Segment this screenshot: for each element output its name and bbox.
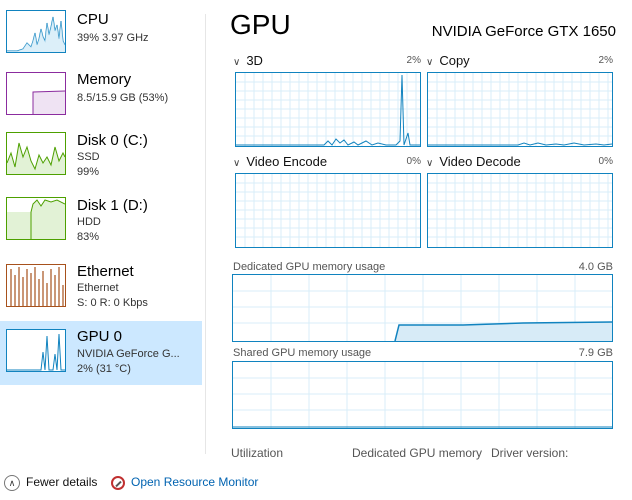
engine-label: Video Encode xyxy=(246,154,328,169)
graph-video-decode-svg xyxy=(428,174,612,247)
disk-0-thumbnail-graph xyxy=(7,142,65,174)
shared-memory-max: 7.9 GB xyxy=(578,347,613,359)
sidebar: CPU 39% 3.97 GHz Memory 8.5/15.9 GB (53%… xyxy=(0,0,205,470)
engine-percent: 0% xyxy=(598,156,613,167)
sidebar-item-type: SSD xyxy=(77,151,100,163)
engine-selector-copy[interactable]: ∨ Copy xyxy=(426,53,470,68)
utilization-label: Utilization xyxy=(231,446,284,460)
cpu-thumbnail xyxy=(6,10,66,53)
bottom-bar: ∧ Fewer details Open Resource Monitor xyxy=(0,470,632,500)
driver-version-label: Driver version: xyxy=(491,446,569,460)
memory-thumbnail-graph xyxy=(32,90,65,114)
sidebar-item-title: Disk 1 (D:) xyxy=(77,197,148,214)
disk-0-thumbnail xyxy=(6,132,66,175)
sidebar-item-memory[interactable]: Memory 8.5/15.9 GB (53%) xyxy=(0,66,202,130)
ethernet-thumbnail xyxy=(6,264,66,307)
sidebar-item-detail: 8.5/15.9 GB (53%) xyxy=(77,92,169,104)
sidebar-item-detail: S: 0 R: 0 Kbps xyxy=(77,297,148,309)
sidebar-item-title: Disk 0 (C:) xyxy=(77,132,148,149)
chevron-up-icon: ∧ xyxy=(4,475,20,491)
disk-1-thumbnail xyxy=(6,197,66,240)
sidebar-item-detail: 83% xyxy=(77,231,100,243)
page-title: GPU xyxy=(230,9,291,40)
cpu-thumbnail-graph xyxy=(7,16,65,52)
sidebar-item-type: HDD xyxy=(77,216,101,228)
memory-thumbnail xyxy=(6,72,66,115)
divider xyxy=(205,14,206,454)
graph-video-decode xyxy=(427,173,613,248)
engine-percent: 2% xyxy=(406,55,421,66)
fewer-details-label: Fewer details xyxy=(26,475,98,490)
graph-shared-memory xyxy=(232,361,613,429)
dedicated-memory-max: 4.0 GB xyxy=(578,261,613,273)
ethernet-thumbnail-graph xyxy=(10,267,64,306)
fewer-details-button[interactable]: ∧ Fewer details xyxy=(4,475,97,491)
graph-video-encode xyxy=(235,173,421,248)
graph-dedicated-memory xyxy=(232,274,613,342)
graph-video-encode-svg xyxy=(236,174,420,247)
chevron-down-icon: ∨ xyxy=(233,158,241,169)
sidebar-item-disk-0[interactable]: Disk 0 (C:) SSD 99% xyxy=(0,127,202,191)
engine-selector-video-encode[interactable]: ∨ Video Encode xyxy=(233,154,327,169)
dedicated-memory-stat-label: Dedicated GPU memory xyxy=(352,446,483,460)
graph-shared-memory-svg xyxy=(233,362,612,428)
sidebar-item-title: Memory xyxy=(77,71,132,88)
engine-selector-video-decode[interactable]: ∨ Video Decode xyxy=(426,154,521,169)
open-resource-monitor-label: Open Resource Monitor xyxy=(131,475,259,489)
engine-selector-3d[interactable]: ∨ 3D xyxy=(233,53,263,68)
disk-1-thumbnail-graph xyxy=(7,199,65,239)
engine-percent: 0% xyxy=(406,156,421,167)
engine-label: Copy xyxy=(439,53,470,68)
sidebar-item-ethernet[interactable]: Ethernet Ethernet S: 0 R: 0 Kbps xyxy=(0,258,202,322)
resource-monitor-icon xyxy=(111,475,125,490)
engine-label: Video Decode xyxy=(439,154,521,169)
sidebar-item-detail: 99% xyxy=(77,166,100,178)
graph-3d-svg xyxy=(236,73,420,146)
engine-label: 3D xyxy=(246,53,263,68)
chevron-down-icon: ∨ xyxy=(426,158,434,169)
graph-3d xyxy=(235,72,421,147)
sidebar-item-detail: 39% 3.97 GHz xyxy=(77,32,149,44)
gpu-0-thumbnail xyxy=(6,329,66,372)
graph-copy-svg xyxy=(428,73,612,146)
graph-copy xyxy=(427,72,613,147)
chevron-down-icon: ∨ xyxy=(426,57,434,68)
chevron-down-icon: ∨ xyxy=(233,57,241,68)
sidebar-item-type: NVIDIA GeForce G... xyxy=(77,348,180,360)
sidebar-item-title: GPU 0 xyxy=(77,328,123,345)
gpu-0-thumbnail-graph xyxy=(7,333,65,371)
graph-dedicated-memory-svg xyxy=(233,275,612,341)
open-resource-monitor-link[interactable]: Open Resource Monitor xyxy=(111,475,258,490)
dedicated-memory-label: Dedicated GPU memory usage xyxy=(233,261,386,273)
sidebar-item-type: Ethernet xyxy=(77,282,119,294)
sidebar-item-detail: 2% (31 °C) xyxy=(77,363,131,375)
shared-memory-label: Shared GPU memory usage xyxy=(233,347,372,359)
sidebar-item-gpu-0[interactable]: GPU 0 NVIDIA GeForce G... 2% (31 °C) xyxy=(0,321,202,385)
sidebar-item-title: CPU xyxy=(77,11,109,28)
sidebar-item-disk-1[interactable]: Disk 1 (D:) HDD 83% xyxy=(0,192,202,256)
gpu-model-name: NVIDIA GeForce GTX 1650 xyxy=(431,23,616,40)
sidebar-item-title: Ethernet xyxy=(77,263,134,280)
engine-percent: 2% xyxy=(598,55,613,66)
sidebar-item-cpu[interactable]: CPU 39% 3.97 GHz xyxy=(0,4,202,68)
